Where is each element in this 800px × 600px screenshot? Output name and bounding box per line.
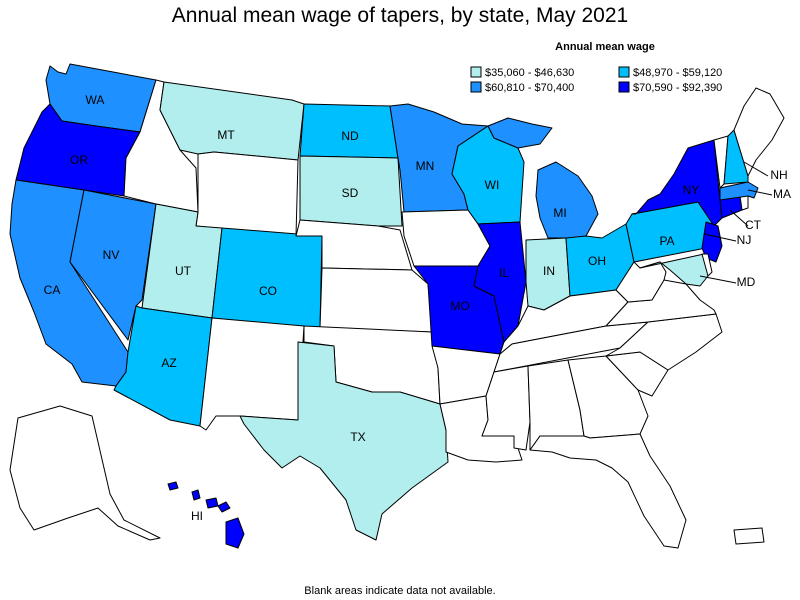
state-shapes <box>9 63 785 549</box>
state-label-nj: NJ <box>737 233 752 247</box>
legend-label-1: $35,060 - $46,630 <box>485 67 574 79</box>
state-label-sd: SD <box>342 186 359 200</box>
state-label-co: CO <box>259 284 277 298</box>
state-pr <box>733 527 765 545</box>
state-label-oh: OH <box>588 254 606 268</box>
state-label-wi: WI <box>485 178 500 192</box>
legend-swatch-2 <box>618 66 630 78</box>
legend-swatch-4 <box>618 81 630 93</box>
state-de <box>701 253 713 277</box>
state-nh <box>723 129 749 185</box>
legend-swatch-3 <box>470 81 482 93</box>
state-label-mi: MI <box>553 206 566 220</box>
leader-line-4 <box>747 189 773 196</box>
state-nj <box>701 221 723 263</box>
state-label-ny: NY <box>683 183 700 197</box>
state-label-il: IL <box>499 266 509 280</box>
state-nm <box>199 317 305 431</box>
state-wy <box>195 151 299 237</box>
state-hi <box>167 481 245 549</box>
state-fl <box>529 433 687 549</box>
state-tx <box>239 341 449 541</box>
legend-label-2: $48,970 - $59,120 <box>633 67 722 79</box>
state-sd <box>299 155 403 227</box>
leader-line-2 <box>699 275 737 284</box>
state-label-az: AZ <box>161 356 176 370</box>
legend-item-1: $35,060 - $46,630 <box>470 66 574 79</box>
state-label-ma: MA <box>773 187 791 201</box>
leader-line-3 <box>729 209 749 227</box>
leader-line-5 <box>743 161 769 177</box>
legend-label-4: $70,590 - $92,390 <box>633 82 722 94</box>
map-title: Annual mean wage of tapers, by state, Ma… <box>172 4 628 27</box>
state-label-pa: PA <box>659 234 674 248</box>
state-wv <box>615 261 667 303</box>
state-label-mt: MT <box>217 128 235 142</box>
state-ri <box>739 195 749 211</box>
legend: Annual mean wage $35,060 - $46,630 $48,9… <box>470 41 722 94</box>
legend-item-2: $48,970 - $59,120 <box>618 66 722 79</box>
legend-label-3: $60,810 - $70,400 <box>485 82 574 94</box>
state-label-ct: CT <box>745 218 762 232</box>
state-label-ca: CA <box>44 283 61 297</box>
footnote: Blank areas indicate data not available. <box>304 585 495 597</box>
state-mt <box>159 81 305 161</box>
state-label-md: MD <box>737 275 756 289</box>
state-co <box>211 227 323 329</box>
state-labels: WA OR CA NV MT UT AZ CO ND SD TX MN MO WI IL MI IN OH PA NY… <box>44 93 791 523</box>
state-label-nh: NH <box>770 168 787 182</box>
state-wi <box>451 125 525 225</box>
state-ny <box>631 139 723 227</box>
state-ks <box>319 267 433 333</box>
label-leader-lines <box>699 161 773 284</box>
leader-line-1 <box>703 233 737 242</box>
state-label-nd: ND <box>341 129 359 143</box>
legend-item-4: $70,590 - $92,390 <box>618 81 722 94</box>
state-me <box>733 87 785 177</box>
state-label-tx: TX <box>350 430 365 444</box>
state-label-mn: MN <box>416 159 435 173</box>
legend-title: Annual mean wage <box>555 41 655 53</box>
state-label-nv: NV <box>103 248 120 262</box>
legend-item-3: $60,810 - $70,400 <box>470 81 574 94</box>
state-ak <box>9 405 161 541</box>
state-label-hi: HI <box>191 509 203 523</box>
state-ca <box>9 179 129 387</box>
state-label-or: OR <box>70 153 88 167</box>
state-label-wa: WA <box>86 93 105 107</box>
legend-swatch-1 <box>470 66 482 78</box>
state-il <box>473 221 527 343</box>
state-label-ut: UT <box>175 264 192 278</box>
state-label-mo: MO <box>450 299 469 313</box>
state-label-in: IN <box>543 264 555 278</box>
